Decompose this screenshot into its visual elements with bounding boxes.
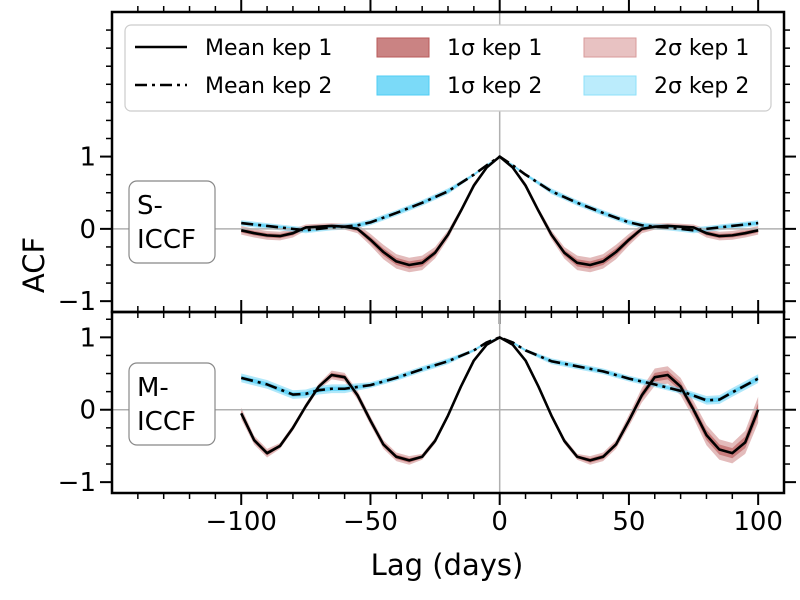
panel-label-line-2: ICCF (137, 407, 196, 437)
legend-label: 1σ kep 1 (447, 36, 542, 61)
legend-entry: Mean kep 2 (135, 74, 332, 99)
y-tick-label: 0 (79, 396, 96, 426)
legend-entry: 2σ kep 1 (583, 36, 749, 61)
legend-label: 1σ kep 2 (447, 74, 542, 99)
y-tick-label: 1 (79, 323, 96, 353)
series-line-mean-kep2 (240, 336, 759, 402)
panel-label-line-1: S- (137, 191, 163, 221)
x-tick-label: 100 (733, 507, 783, 537)
band-2sigma-kep2 (241, 337, 759, 405)
legend-entry: 2σ kep 2 (583, 74, 749, 99)
x-tick-label: −50 (343, 507, 398, 537)
y-tick-label: 0 (79, 215, 96, 245)
band-2sigma-kep1 (241, 156, 759, 273)
legend-entry: 1σ kep 2 (376, 74, 542, 99)
legend-label: 2σ kep 1 (654, 36, 749, 61)
x-axis-label: Lag (days) (371, 548, 524, 582)
legend-label: 2σ kep 2 (654, 74, 749, 99)
legend-patch-swatch (376, 37, 430, 58)
legend-entry: Mean kep 1 (135, 36, 332, 61)
y-tick-label: −1 (58, 468, 96, 498)
legend-entry: 1σ kep 1 (376, 36, 542, 61)
x-tick-label: −100 (206, 507, 277, 537)
legend-patch-swatch (376, 75, 430, 96)
panel-label-line-1: M- (137, 373, 169, 403)
legend-label: Mean kep 1 (205, 36, 332, 61)
panel-label-s-iccf: S- ICCF (128, 180, 216, 264)
legend-label: Mean kep 2 (205, 74, 332, 99)
legend-patch-swatch (583, 75, 637, 96)
panel-m-iccf: −1 0 1 M- ICCF (58, 300, 796, 505)
panel-label-box (128, 362, 216, 446)
panel-label-line-2: ICCF (137, 225, 196, 255)
panel-s-iccf: −1 0 1 S- ICCF (58, 0, 796, 324)
x-axis-tick-labels: −100 −50 0 50 100 (206, 507, 783, 537)
series-line-mean-kep1 (240, 336, 760, 462)
y-tick-label: −1 (58, 287, 96, 317)
panel-label-m-iccf: M- ICCF (128, 362, 216, 446)
x-tick-label: 50 (612, 507, 645, 537)
x-tick-label: 0 (491, 507, 508, 537)
legend-patch-swatch (583, 37, 637, 58)
y-tick-label: 1 (79, 143, 96, 173)
panel-label-box (128, 180, 216, 264)
series-line-mean-kep2 (241, 155, 759, 232)
legend: Mean kep 1 Mean kep 2 1σ kep 1 1σ kep 2 2σ k… (124, 24, 772, 112)
y-axis-label: ACF (17, 237, 51, 293)
